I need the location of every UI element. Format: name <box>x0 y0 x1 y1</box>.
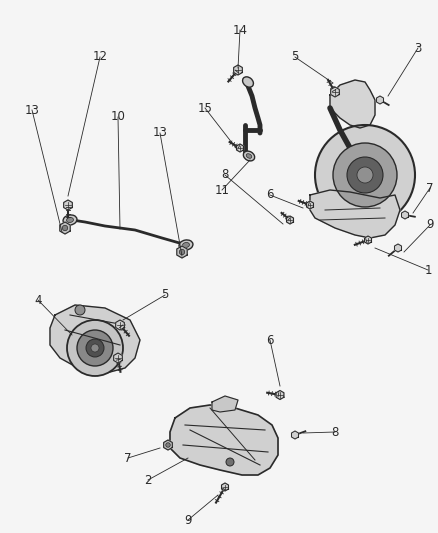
Circle shape <box>179 249 185 255</box>
Polygon shape <box>212 396 238 412</box>
Polygon shape <box>64 200 72 210</box>
Circle shape <box>166 443 170 447</box>
Circle shape <box>77 330 113 366</box>
Polygon shape <box>164 440 172 450</box>
Ellipse shape <box>67 217 74 223</box>
Circle shape <box>315 125 415 225</box>
Text: 9: 9 <box>184 513 192 527</box>
Polygon shape <box>331 87 339 97</box>
Circle shape <box>226 458 234 466</box>
Text: 11: 11 <box>215 183 230 197</box>
Text: 13: 13 <box>25 103 39 117</box>
Ellipse shape <box>246 154 252 158</box>
Polygon shape <box>377 96 383 104</box>
Circle shape <box>67 320 123 376</box>
Polygon shape <box>170 405 278 475</box>
Ellipse shape <box>179 240 193 250</box>
Polygon shape <box>233 65 242 75</box>
Circle shape <box>333 143 397 207</box>
Polygon shape <box>395 244 402 252</box>
Text: 3: 3 <box>414 42 422 54</box>
Circle shape <box>91 344 99 352</box>
Text: 15: 15 <box>198 101 212 115</box>
Polygon shape <box>222 483 229 491</box>
Text: 8: 8 <box>331 425 339 439</box>
Polygon shape <box>330 80 375 128</box>
Ellipse shape <box>244 151 254 161</box>
Polygon shape <box>364 236 371 244</box>
Ellipse shape <box>183 243 190 247</box>
Polygon shape <box>114 353 122 363</box>
Text: 5: 5 <box>291 51 299 63</box>
Circle shape <box>357 167 373 183</box>
Polygon shape <box>292 431 298 439</box>
Circle shape <box>347 157 383 193</box>
Polygon shape <box>50 305 140 372</box>
Ellipse shape <box>63 215 77 225</box>
Polygon shape <box>286 216 293 224</box>
Text: 6: 6 <box>266 189 274 201</box>
Text: 2: 2 <box>144 473 152 487</box>
Text: 7: 7 <box>426 182 434 195</box>
Polygon shape <box>276 391 284 400</box>
Polygon shape <box>177 246 187 258</box>
Text: 8: 8 <box>221 168 229 182</box>
Text: 7: 7 <box>124 451 132 464</box>
Text: 1: 1 <box>424 263 432 277</box>
Polygon shape <box>402 211 409 219</box>
Circle shape <box>62 225 68 231</box>
Text: 12: 12 <box>92 51 107 63</box>
Text: 10: 10 <box>110 110 125 124</box>
Circle shape <box>86 339 104 357</box>
Circle shape <box>75 305 85 315</box>
Polygon shape <box>60 222 70 234</box>
Text: 6: 6 <box>266 334 274 346</box>
Ellipse shape <box>243 77 254 87</box>
Polygon shape <box>310 190 400 238</box>
Text: 5: 5 <box>161 288 169 302</box>
Text: 9: 9 <box>426 219 434 231</box>
Polygon shape <box>237 144 244 152</box>
Polygon shape <box>307 201 314 209</box>
Text: 14: 14 <box>233 23 247 36</box>
Text: 4: 4 <box>34 294 42 306</box>
Text: 13: 13 <box>152 126 167 140</box>
Polygon shape <box>116 320 124 330</box>
